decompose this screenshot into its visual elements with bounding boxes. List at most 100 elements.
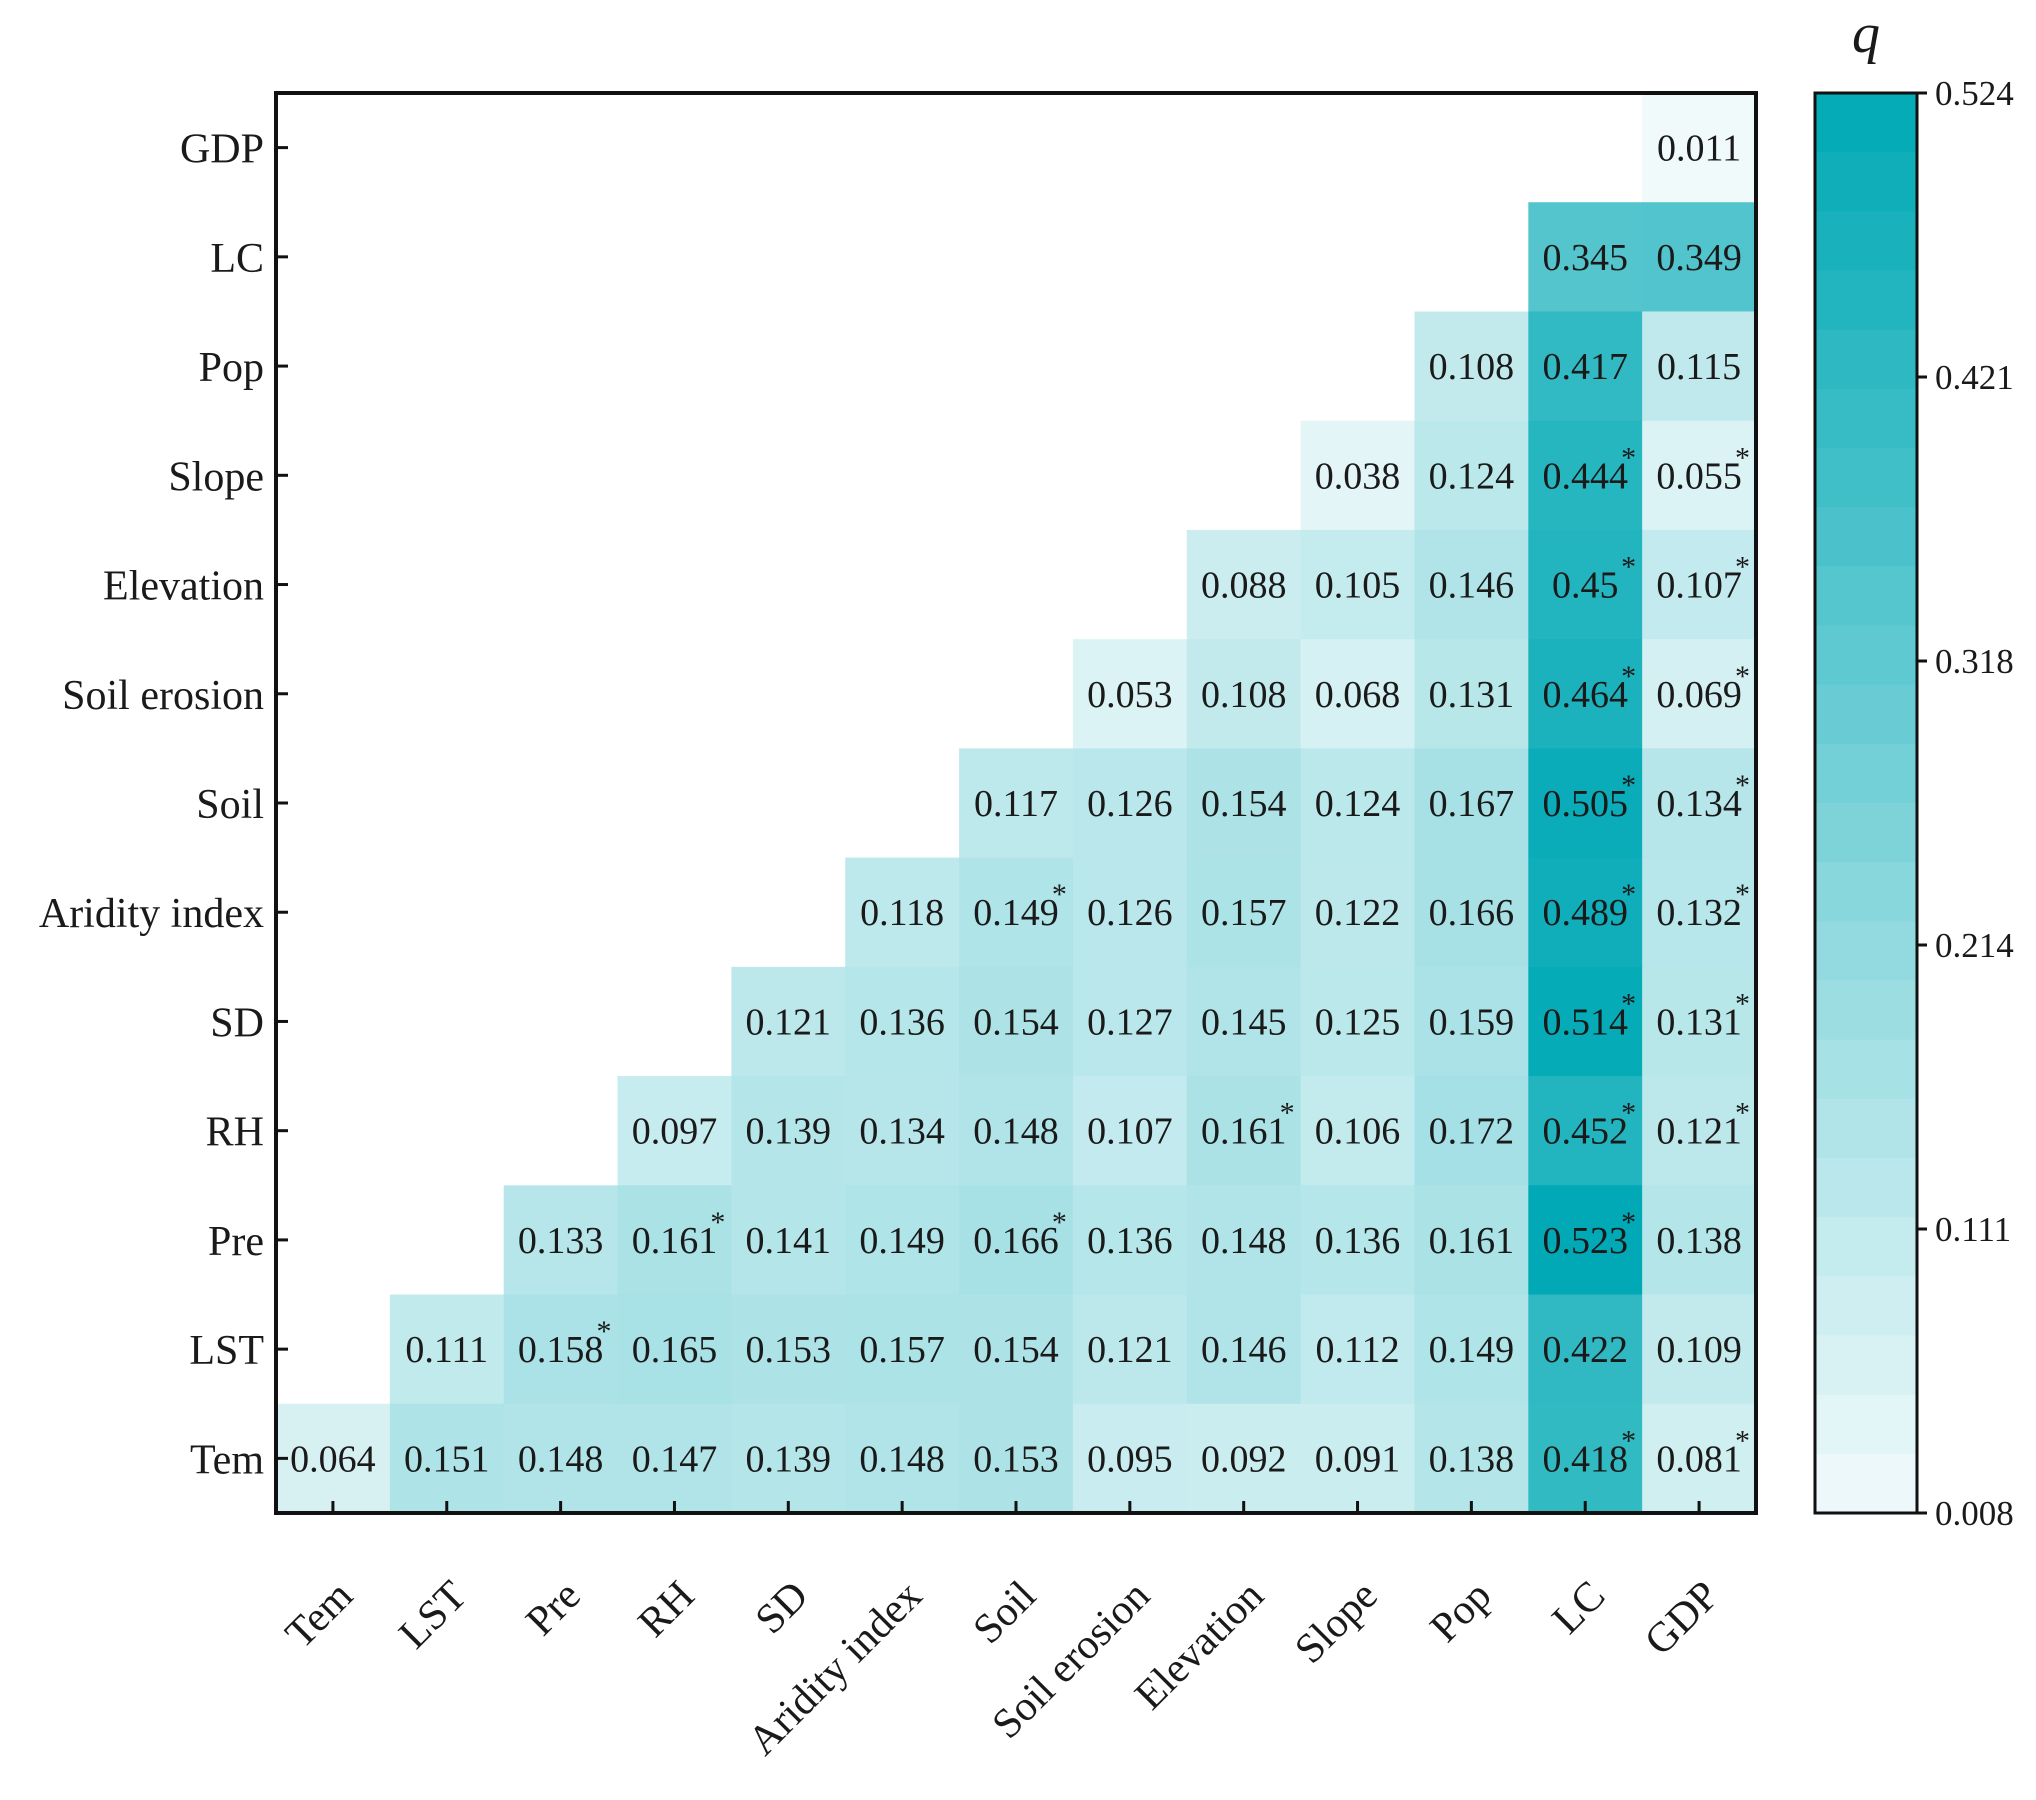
- colorbar-band: [1815, 270, 1917, 331]
- cell-value-rh-soil: 0.148: [973, 1111, 1059, 1153]
- colorbar-title: q: [1852, 3, 1880, 65]
- cell-rh-soil: [959, 1076, 1074, 1186]
- cell-soil-soil-erosion: [1072, 748, 1188, 859]
- y-tick-label-lc: LC: [210, 236, 264, 282]
- y-tick-label-elevation: Elevation: [103, 564, 264, 610]
- cell-value-slope-slope: 0.038: [1315, 455, 1401, 497]
- cell-value-rh-rh: 0.097: [632, 1111, 718, 1153]
- cell-sd-pop: [1414, 966, 1529, 1077]
- cell-soil-lc: [1528, 748, 1643, 859]
- cell-value-slope-lc: 0.444: [1542, 455, 1628, 497]
- cell-value-aridity-index-lc: 0.489: [1542, 892, 1628, 934]
- cell-value-rh-elevation: 0.161: [1201, 1111, 1287, 1153]
- cell-value-pre-sd: 0.141: [746, 1220, 832, 1262]
- colorbar-band: [1815, 1453, 1917, 1514]
- cell-rh-aridity-index: [845, 1076, 960, 1186]
- cell-pre-gdp: [1642, 1185, 1757, 1296]
- cell-value-aridity-index-soil: 0.149: [973, 892, 1059, 934]
- significance-star-aridity-index-lc: *: [1621, 878, 1636, 911]
- cell-value-tem-gdp: 0.081: [1656, 1438, 1742, 1480]
- heatmap-cell-labels: 0.011 0.345 0.349 0.108 0.417 0.115 0.038 0.124…: [290, 128, 1750, 1481]
- x-tick-label-lst: LST: [391, 1573, 476, 1658]
- cell-soil-slope: [1300, 748, 1416, 859]
- cell-value-tem-soil-erosion: 0.095: [1087, 1438, 1173, 1480]
- cell-value-lst-lst: 0.111: [405, 1329, 488, 1371]
- cell-value-pop-pop: 0.108: [1429, 346, 1515, 388]
- cell-value-lc-lc: 0.345: [1542, 237, 1628, 279]
- cell-value-elevation-lc: 0.45: [1552, 565, 1619, 607]
- cell-value-elevation-elevation: 0.088: [1201, 565, 1287, 607]
- colorbar-tick-label: 0.524: [1935, 74, 2014, 113]
- x-tick-label-tem: Tem: [277, 1572, 362, 1657]
- cell-pop-lc: [1528, 311, 1643, 422]
- significance-star-tem-lc: *: [1621, 1424, 1636, 1457]
- cell-slope-pop: [1414, 420, 1529, 531]
- cell-value-pre-elevation: 0.148: [1201, 1220, 1287, 1262]
- cell-sd-soil: [959, 966, 1074, 1077]
- cell-tem-sd: [731, 1403, 846, 1514]
- colorbar-band: [1815, 980, 1917, 1041]
- cell-value-sd-aridity-index: 0.136: [859, 1001, 945, 1043]
- cell-value-tem-sd: 0.139: [746, 1438, 832, 1480]
- cell-value-sd-elevation: 0.145: [1201, 1001, 1287, 1043]
- cell-value-tem-rh: 0.147: [632, 1438, 718, 1480]
- cell-value-pre-lc: 0.523: [1542, 1220, 1628, 1262]
- cell-value-rh-lc: 0.452: [1542, 1111, 1628, 1153]
- cell-value-pre-aridity-index: 0.149: [859, 1220, 945, 1262]
- colorbar: 0.524 0.421 0.318 0.214 0.111 0.008 q: [1813, 3, 2014, 1533]
- cell-soil-erosion-gdp: [1642, 639, 1757, 749]
- y-tick-label-lst: LST: [189, 1328, 264, 1374]
- cell-value-lst-pre: 0.158: [518, 1329, 604, 1371]
- x-tick-label-sd: SD: [747, 1573, 818, 1644]
- colorbar-band: [1815, 1039, 1917, 1100]
- cell-lst-gdp: [1642, 1294, 1757, 1405]
- y-tick-label-rh: RH: [206, 1110, 264, 1156]
- significance-star-lst-pre: *: [597, 1315, 612, 1348]
- cell-sd-lc: [1528, 966, 1643, 1077]
- cell-aridity-index-aridity-index: [845, 857, 960, 968]
- significance-star-soil-lc: *: [1621, 769, 1636, 802]
- cell-value-pre-soil: 0.166: [973, 1220, 1059, 1262]
- heatmap-cells: [276, 93, 1757, 1514]
- cell-tem-tem: [276, 1403, 391, 1514]
- y-tick-label-gdp: GDP: [180, 127, 264, 173]
- cell-tem-gdp: [1642, 1403, 1757, 1514]
- cell-soil-erosion-lc: [1528, 639, 1643, 749]
- cell-value-sd-pop: 0.159: [1429, 1001, 1515, 1043]
- cell-value-soil-erosion-lc: 0.464: [1542, 674, 1628, 716]
- cell-value-lst-gdp: 0.109: [1656, 1329, 1742, 1371]
- significance-star-elevation-gdp: *: [1735, 551, 1750, 584]
- cell-sd-aridity-index: [845, 966, 960, 1077]
- cell-value-soil-erosion-slope: 0.068: [1315, 674, 1401, 716]
- colorbar-band: [1815, 448, 1917, 508]
- cell-value-aridity-index-gdp: 0.132: [1656, 892, 1742, 934]
- colorbar-band: [1815, 211, 1917, 272]
- x-tick-label-rh: RH: [630, 1573, 704, 1647]
- cell-lst-lc: [1528, 1294, 1643, 1405]
- colorbar-band: [1815, 388, 1917, 449]
- cell-pre-pop: [1414, 1185, 1529, 1296]
- cell-elevation-slope: [1300, 529, 1416, 640]
- cell-value-lst-aridity-index: 0.157: [859, 1329, 945, 1371]
- cell-value-rh-slope: 0.106: [1315, 1111, 1401, 1153]
- cell-value-tem-lc: 0.418: [1542, 1438, 1628, 1480]
- cell-soil-erosion-soil-erosion: [1072, 639, 1188, 749]
- cell-value-soil-erosion-pop: 0.131: [1429, 674, 1515, 716]
- colorbar-band: [1815, 862, 1917, 923]
- cell-tem-slope: [1300, 1403, 1416, 1514]
- cell-soil-gdp: [1642, 748, 1757, 859]
- cell-aridity-index-gdp: [1642, 857, 1757, 968]
- cell-value-tem-tem: 0.064: [290, 1438, 376, 1480]
- colorbar-band: [1815, 507, 1917, 568]
- y-tick-label-soil: Soil: [196, 782, 264, 828]
- cell-rh-slope: [1300, 1076, 1416, 1186]
- cell-value-tem-lst: 0.151: [404, 1438, 490, 1480]
- cell-value-soil-erosion-gdp: 0.069: [1656, 674, 1742, 716]
- cell-lst-pre: [503, 1294, 619, 1405]
- cell-value-soil-erosion-soil-erosion: 0.053: [1087, 674, 1173, 716]
- cell-value-lc-gdp: 0.349: [1656, 237, 1742, 279]
- cell-soil-soil: [959, 748, 1074, 859]
- cell-pop-gdp: [1642, 311, 1757, 422]
- cell-value-soil-erosion-elevation: 0.108: [1201, 674, 1287, 716]
